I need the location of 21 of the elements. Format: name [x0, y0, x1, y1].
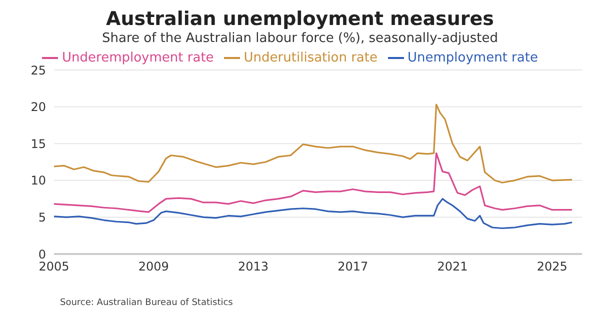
- x-tick-label: 2009: [138, 260, 169, 274]
- source-note: Source: Australian Bureau of Statistics: [60, 298, 233, 308]
- legend-label: Unemployment rate: [408, 50, 538, 66]
- x-tick-label: 2013: [238, 260, 269, 274]
- x-tick-label: 2005: [38, 260, 70, 274]
- y-tick-label: 15: [30, 136, 46, 151]
- legend-label: Underemployment rate: [62, 50, 214, 66]
- x-tick-label: 2021: [437, 260, 468, 274]
- y-tick-label: 10: [30, 174, 46, 188]
- chart-subtitle: Share of the Australian labour force (%), seasonally-adjusted: [100, 31, 500, 46]
- chart-title: Australian unemployment measures: [105, 8, 495, 30]
- y-tick-label: 0: [38, 247, 46, 262]
- x-tick-label: 2025: [536, 260, 568, 274]
- y-tick-label: 25: [30, 63, 46, 78]
- y-tick-label: 20: [30, 100, 46, 114]
- line-series: [54, 152, 573, 213]
- legend-label: Underutilisation rate: [244, 50, 378, 66]
- line-series: [54, 104, 573, 184]
- x-tick-label: 2017: [338, 260, 368, 274]
- line-series: [54, 198, 573, 230]
- y-tick-label: 5: [38, 210, 46, 224]
